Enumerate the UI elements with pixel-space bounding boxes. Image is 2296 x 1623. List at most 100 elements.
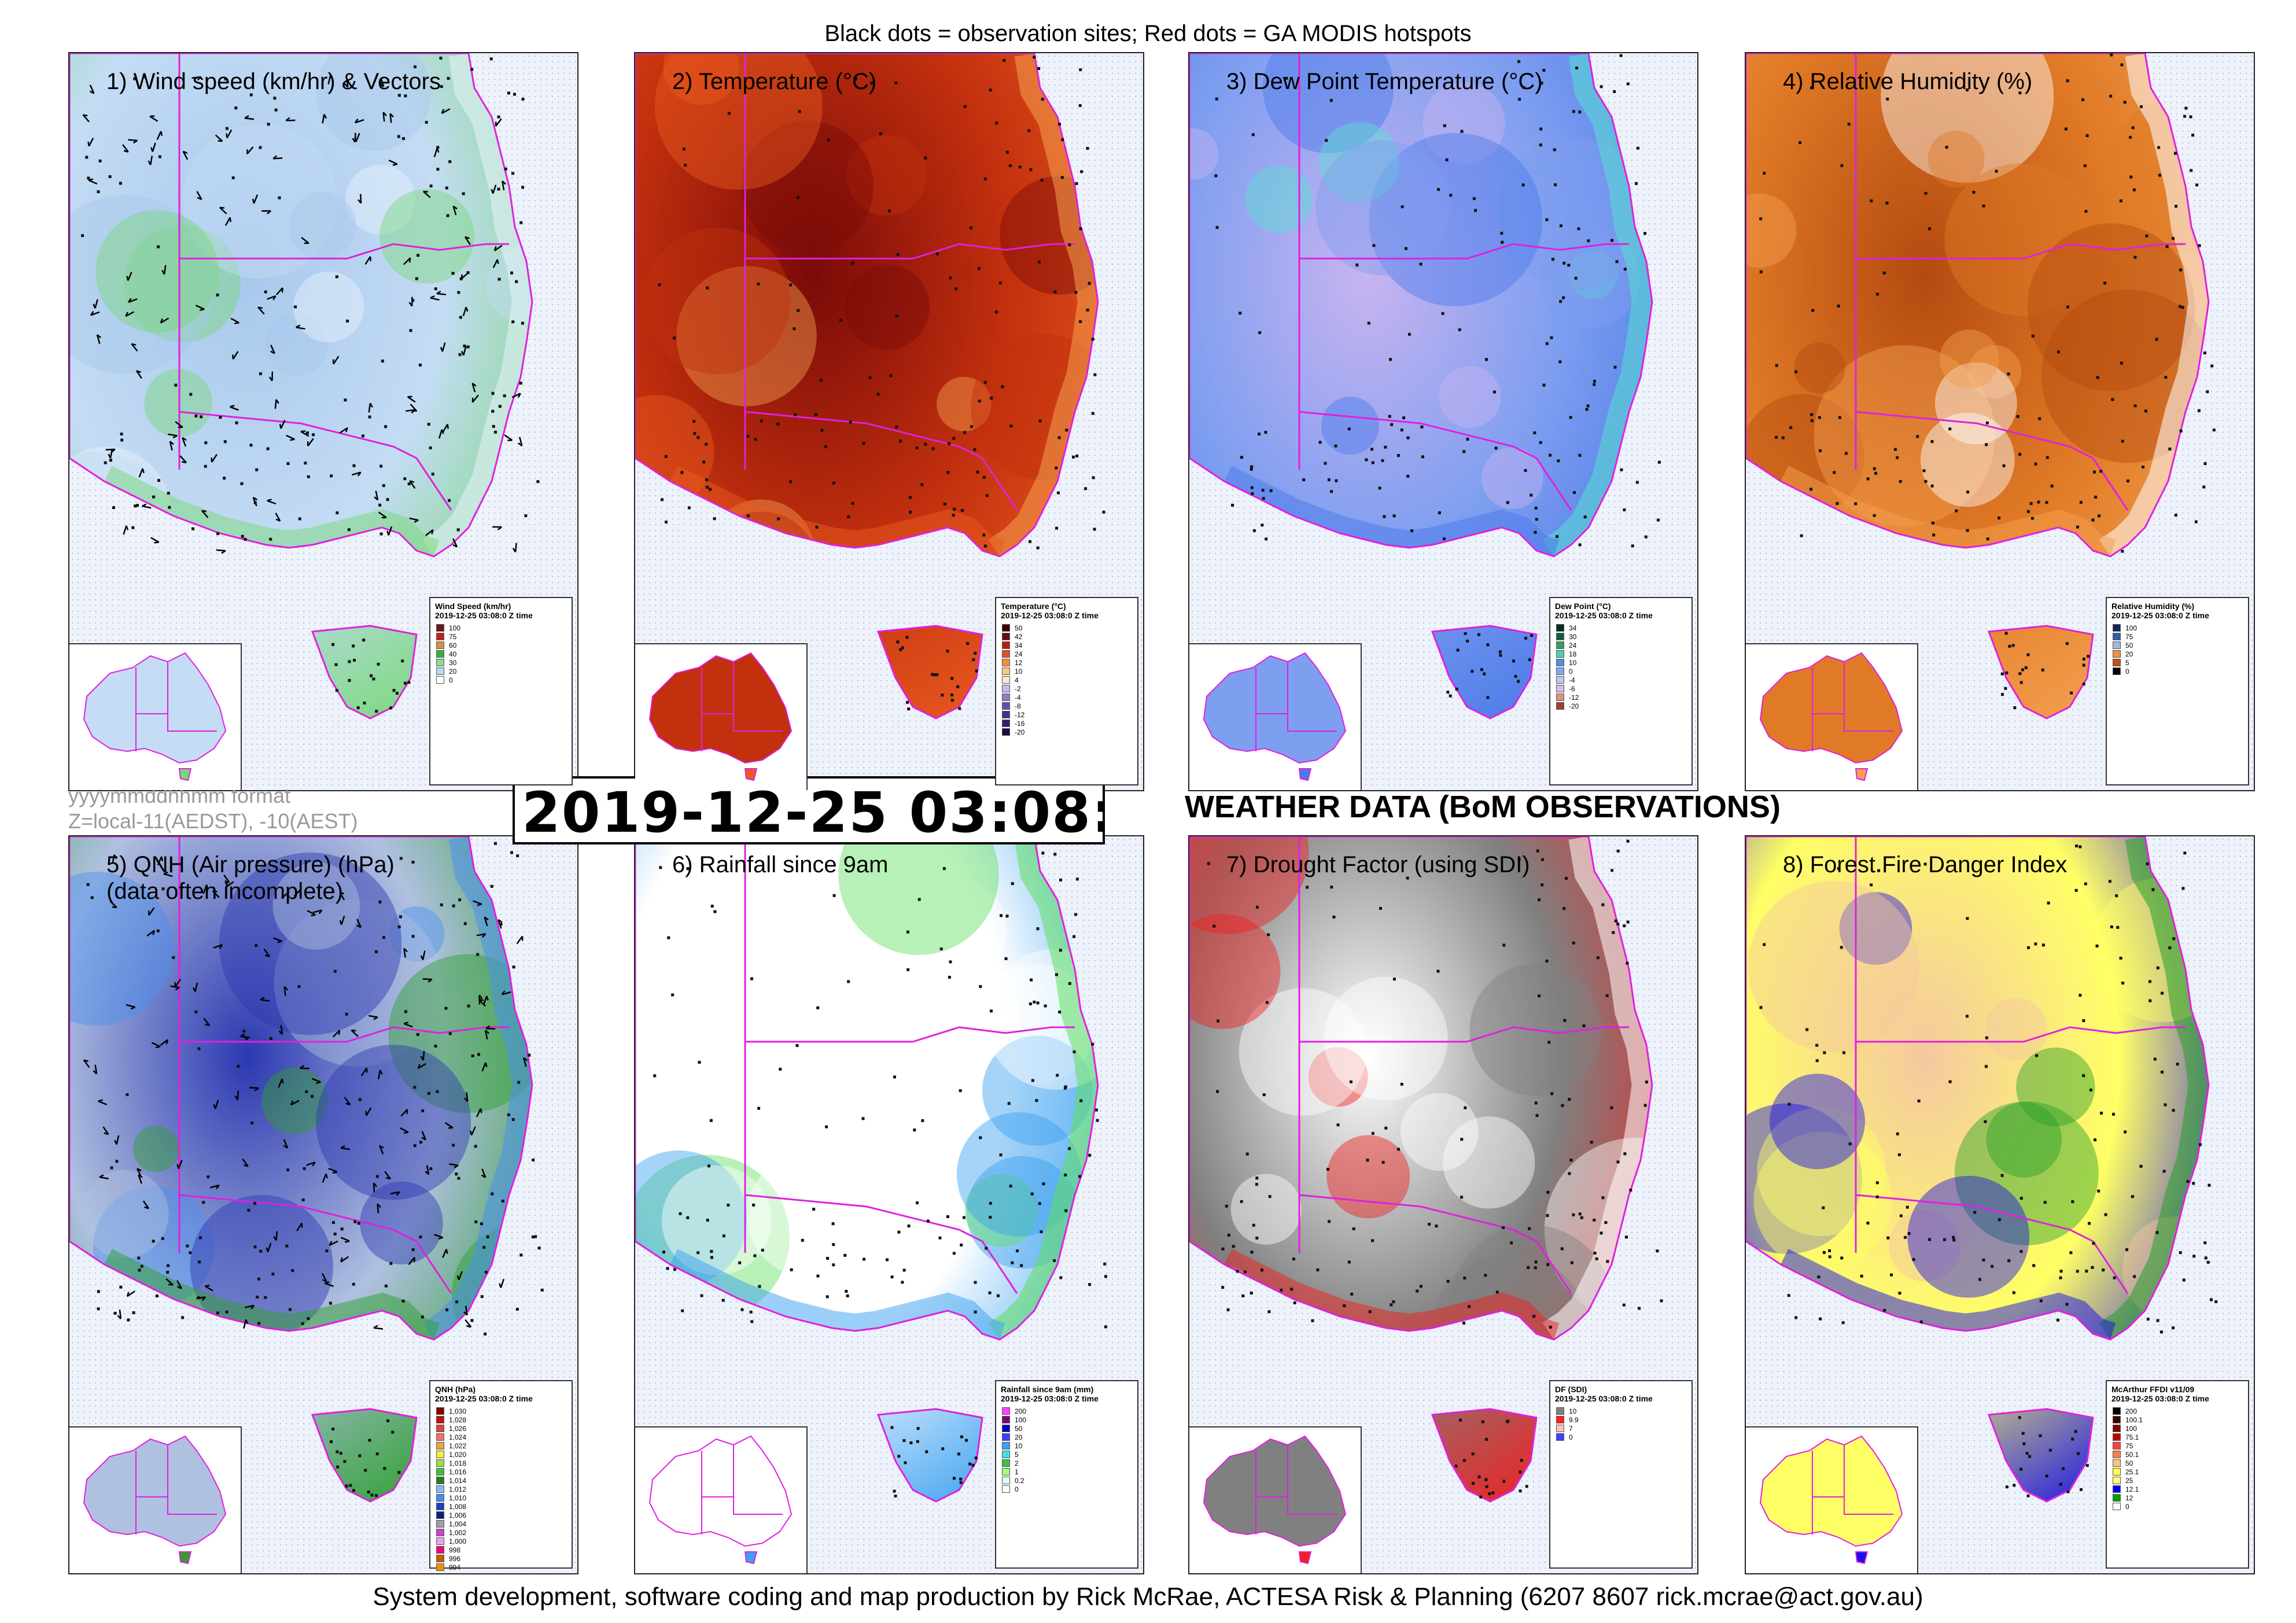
legend-title: Dew Point (°C) [1555, 602, 1611, 611]
tasmania-coastline [1431, 1408, 1538, 1503]
legend-label: 1,014 [449, 1476, 467, 1485]
legend-swatch [2113, 624, 2121, 632]
map-land-layer [1189, 836, 1663, 1503]
legend-label: 1,018 [449, 1459, 467, 1467]
legend-entry: 30 [1550, 632, 1691, 641]
observation-sites [1759, 53, 2216, 710]
coastline [69, 836, 533, 1341]
legend-entry: 24 [996, 650, 1137, 658]
legend-swatch [436, 667, 444, 675]
legend-entry: 40 [430, 650, 572, 658]
legend-entry: 1,020 [430, 1450, 572, 1459]
legend-swatch [1556, 659, 1564, 666]
map-panel-7: 7) Drought Factor (using SDI) DF (SDI) 201… [1188, 835, 1698, 1574]
legend-swatch [436, 1451, 444, 1458]
legend-entry: 18 [1550, 650, 1691, 658]
australia-inset-map [1746, 1426, 1918, 1573]
legend-swatch [1002, 1425, 1010, 1432]
legend-swatch [1556, 633, 1564, 640]
legend-label: 0 [1015, 1485, 1019, 1493]
tasmania-coastline [311, 625, 418, 720]
legend-label: 25.1 [2125, 1467, 2139, 1476]
legend-label: 1,028 [449, 1415, 467, 1424]
legend-label: 50 [2125, 641, 2133, 650]
legend-swatch [2113, 1477, 2121, 1484]
legend-entry: 42 [996, 632, 1137, 641]
legend-label: 0 [449, 676, 453, 684]
legend-date: 2019-12-25 03:08:0 Z time [435, 611, 533, 620]
legend-swatch [2113, 1494, 2121, 1502]
panel-title: 3) Dew Point Temperature (°C) [1226, 69, 1543, 94]
legend-swatch [436, 633, 444, 640]
wind-vectors [83, 854, 528, 1330]
map-panel-8: 8) Forest Fire Danger Index McArthur FFDI… [1745, 835, 2255, 1574]
legend-entry: 20 [996, 1433, 1137, 1441]
legend-swatch [1556, 667, 1564, 675]
legend-entry: 996 [430, 1554, 572, 1563]
coastline [1189, 836, 1653, 1341]
legend-label: 1,002 [449, 1528, 467, 1537]
legend-box: Wind Speed (km/hr) 2019-12-25 03:08:0 Z t… [429, 597, 573, 785]
legend-swatch [1002, 702, 1010, 710]
legend-date: 2019-12-25 03:08:0 Z time [2111, 611, 2209, 620]
legend-label: 996 [449, 1554, 461, 1563]
legend-swatch [2113, 1425, 2121, 1432]
legend-entry: -6 [1550, 684, 1691, 693]
tasmania-coastline [1987, 625, 2094, 720]
legend-title: Wind Speed (km/hr) [435, 602, 511, 611]
legend-label: 1,008 [449, 1502, 467, 1511]
legend-swatch [436, 1511, 444, 1519]
legend-label: 10 [1569, 658, 1577, 667]
coastline [635, 53, 1099, 558]
map-panel-2: 2) Temperature (°C) Temperature (°C) 2019-… [634, 52, 1144, 791]
legend-entry: 7 [1550, 1424, 1691, 1433]
legend-swatch [1556, 676, 1564, 684]
legend-swatch [436, 641, 444, 649]
legend-entry: 10 [1550, 658, 1691, 667]
legend-label: 50 [2125, 1459, 2133, 1467]
legend-label: 5 [1015, 1450, 1019, 1459]
legend-swatch [1002, 720, 1010, 727]
legend-swatch [1002, 667, 1010, 675]
legend-swatch [2113, 1459, 2121, 1467]
legend-label: 1,020 [449, 1450, 467, 1459]
legend-entry: 100.1 [2107, 1415, 2248, 1424]
coastline [1746, 53, 2210, 558]
legend-label: 100 [2125, 624, 2137, 632]
wind-vectors [82, 74, 523, 554]
legend-box: QNH (hPa) 2019-12-25 03:08:0 Z time 1,030 1… [429, 1380, 573, 1572]
legend-label: 12 [1015, 658, 1023, 667]
map-panel-4: 4) Relative Humidity (%) Relative Humidit… [1745, 52, 2255, 791]
tasmania-coastline [876, 625, 983, 720]
legend-box: Dew Point (°C) 2019-12-25 03:08:0 Z time 3… [1549, 597, 1693, 785]
legend-swatch [1002, 650, 1010, 658]
legend-swatch [1556, 702, 1564, 710]
legend-swatch [1002, 1407, 1010, 1415]
legend-label: 9.9 [1569, 1415, 1579, 1424]
legend-swatch [436, 1537, 444, 1545]
legend-entry: 998 [430, 1545, 572, 1554]
australia-inset-map [69, 1426, 242, 1573]
legend-swatch [1556, 1425, 1564, 1432]
legend-label: 34 [1015, 641, 1023, 650]
format-line-2: Z=local-11(AEDST), -10(AEST) [68, 809, 358, 833]
legend-swatch [2113, 1433, 2121, 1441]
legend-label: 75.1 [2125, 1433, 2139, 1441]
legend-box: Temperature (°C) 2019-12-25 03:08:0 Z tim… [995, 597, 1138, 785]
legend-entry: 10 [996, 667, 1137, 676]
legend-swatch [1002, 1416, 1010, 1423]
legend-swatch [436, 650, 444, 658]
legend-label: 60 [449, 641, 457, 650]
legend-label: -6 [1569, 684, 1575, 693]
legend-entry: -20 [1550, 702, 1691, 710]
legend-title: McArthur FFDI v11/09 [2111, 1385, 2195, 1394]
legend-label: -8 [1015, 702, 1021, 710]
state-borders [1855, 53, 2186, 511]
legend-label: 1,006 [449, 1511, 467, 1519]
legend-label: -12 [1015, 710, 1025, 719]
state-borders [1298, 53, 1629, 511]
australia-inset-map [635, 1426, 808, 1573]
legend-label: 100 [449, 624, 461, 632]
legend-label: 50 [1015, 1424, 1023, 1433]
legend-swatch [436, 676, 444, 684]
